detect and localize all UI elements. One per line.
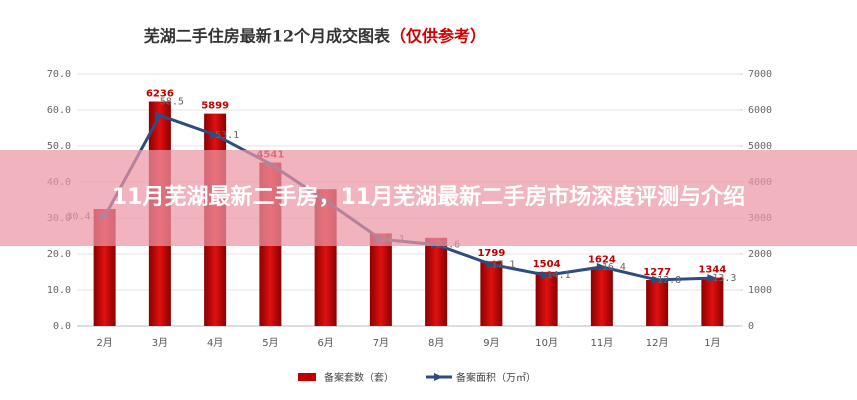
marker	[486, 260, 497, 269]
banner: 11月芜湖最新二手房，11月芜湖最新二手房市场深度评测与介绍	[0, 150, 857, 246]
y2-tick-label: 1000	[748, 285, 772, 296]
bar	[535, 271, 558, 326]
y-tick-label: 20.0	[47, 249, 71, 260]
x-tick-label: 8月	[428, 337, 444, 349]
bar-label: 1624	[588, 255, 616, 266]
line-label: 17.1	[491, 259, 515, 270]
chart-title: 芜湖二手住房最新12个月成交图表	[144, 27, 391, 46]
legend-label: 备案套数（套）	[324, 371, 394, 384]
bar-label: 5899	[201, 101, 229, 112]
legend-label: 备案面积（万㎡）	[456, 371, 536, 384]
marker	[541, 271, 552, 280]
banner-text: 11月芜湖最新二手房，11月芜湖最新二手房市场深度评测与介绍	[111, 185, 746, 210]
line-label: 14.1	[547, 270, 571, 281]
y2-tick-label: 2000	[748, 249, 772, 260]
bar-label: 1504	[533, 259, 561, 270]
bar-label: 6236	[146, 89, 174, 100]
x-tick-label: 2月	[96, 337, 112, 349]
bar	[425, 237, 448, 326]
line-label: 53.1	[215, 130, 239, 141]
bar	[480, 261, 503, 326]
x-tick-label: 7月	[373, 337, 389, 349]
y-tick-label: 60.0	[47, 105, 71, 116]
bar-label: 1344	[698, 265, 726, 276]
marker	[707, 274, 718, 283]
marker	[210, 130, 221, 139]
y-tick-label: 70.0	[47, 69, 71, 80]
y-tick-label: 10.0	[47, 285, 71, 296]
x-tick-label: 10月	[535, 337, 558, 349]
bar	[369, 233, 392, 326]
y2-tick-label: 6000	[748, 105, 772, 116]
x-tick-label: 6月	[317, 337, 333, 349]
y-tick-label: 50.0	[47, 141, 71, 152]
y-tick-label: 0.0	[53, 321, 71, 332]
x-tick-label: 1月	[704, 337, 720, 349]
bar	[646, 280, 669, 326]
x-tick-label: 4月	[207, 337, 223, 349]
marker	[154, 111, 165, 120]
bar-label: 1277	[643, 267, 671, 278]
line-label: 58.5	[160, 96, 184, 107]
line-label: 13.3	[712, 273, 736, 284]
marker	[652, 275, 663, 284]
x-tick-label: 12月	[646, 337, 669, 349]
y2-tick-label: 0	[748, 321, 754, 332]
bar-label: 1799	[477, 248, 505, 259]
x-tick-label: 3月	[152, 337, 168, 349]
y2-tick-label: 5000	[748, 141, 772, 152]
x-tick-label: 11月	[591, 337, 614, 349]
legend-swatch	[298, 373, 316, 381]
bar	[701, 277, 724, 326]
x-tick-label: 5月	[262, 337, 278, 349]
line-label: 16.4	[602, 262, 626, 273]
y2-tick-label: 7000	[748, 69, 772, 80]
line-label: 12.8	[657, 275, 681, 286]
marker	[596, 262, 607, 271]
chart-subtitle: （仅供参考）	[390, 27, 486, 46]
legend-marker	[434, 373, 443, 381]
bar	[590, 267, 613, 326]
x-tick-label: 9月	[483, 337, 499, 349]
